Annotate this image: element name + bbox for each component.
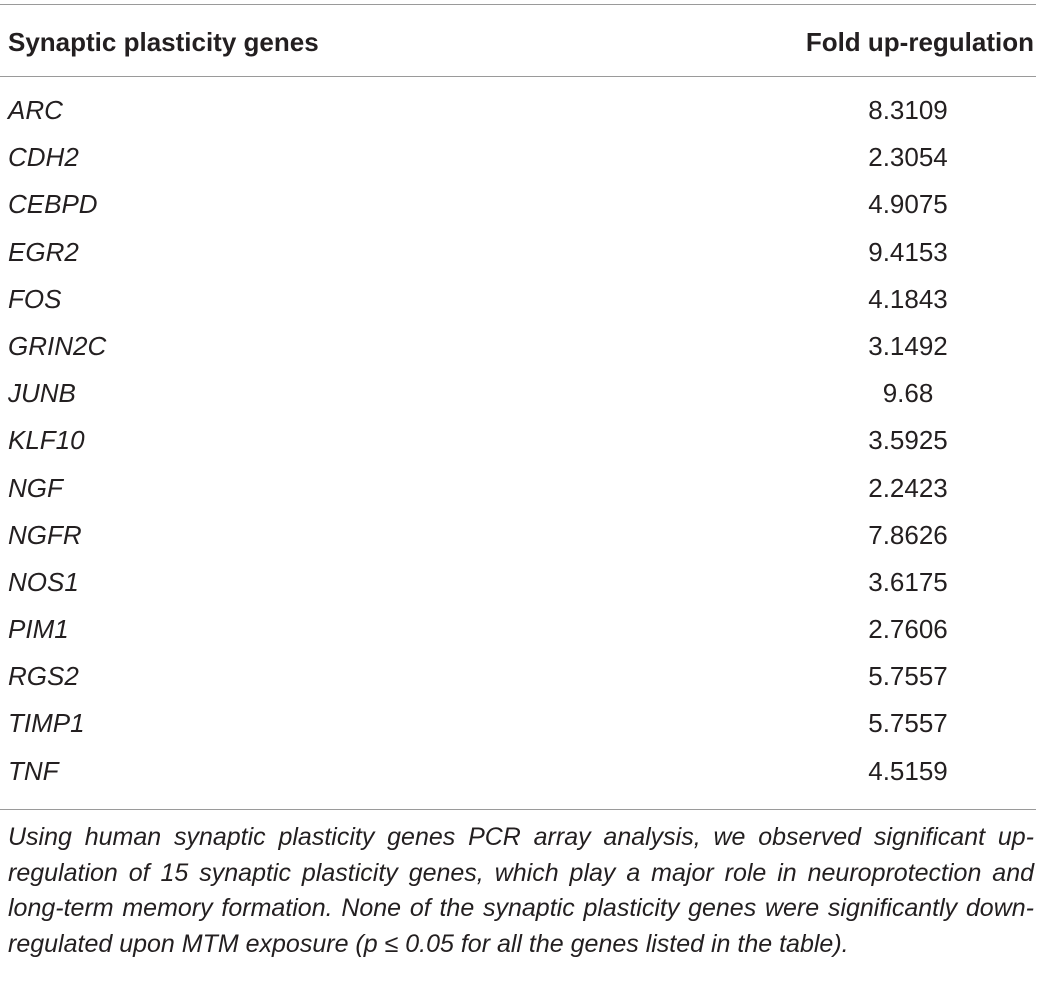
table-footnote: Using human synaptic plasticity genes PC… <box>8 823 1034 958</box>
fold-value: 2.3054 <box>868 142 948 173</box>
table-row: CDH2 2.3054 <box>0 134 1036 181</box>
table-row: KLF10 3.5925 <box>0 417 1036 464</box>
table-row: PIM1 2.7606 <box>0 606 1036 653</box>
fold-value: 9.4153 <box>868 236 948 267</box>
fold-value: 5.7557 <box>868 661 948 692</box>
gene-name: FOS <box>8 283 62 314</box>
column-header-genes: Synaptic plasticity genes <box>8 27 319 57</box>
fold-value: 4.5159 <box>868 755 948 786</box>
table-row: JUNB 9.68 <box>0 370 1036 417</box>
gene-name: TNF <box>8 755 59 786</box>
gene-name: GRIN2C <box>8 330 107 361</box>
gene-name: ARC <box>8 95 63 125</box>
gene-name: NGF <box>8 472 63 503</box>
table-row: ARC 8.3109 <box>0 87 1036 134</box>
table-row: TIMP1 5.7557 <box>0 700 1036 747</box>
table-row: NGF 2.2423 <box>0 465 1036 512</box>
fold-value: 3.6175 <box>868 566 948 597</box>
fold-value: 7.8626 <box>868 519 948 550</box>
gene-name: CDH2 <box>8 142 79 173</box>
table-row: EGR2 9.4153 <box>0 229 1036 276</box>
gene-name: NOS1 <box>8 566 79 597</box>
fold-value: 9.68 <box>882 378 934 409</box>
table-row: CEBPD 4.9075 <box>0 181 1036 228</box>
fold-value: 8.3109 <box>868 95 948 125</box>
rule-bottom <box>0 809 1036 810</box>
fold-value: 4.1843 <box>868 283 948 314</box>
fold-value: 2.2423 <box>868 472 948 503</box>
gene-name: KLF10 <box>8 425 85 456</box>
gene-name: PIM1 <box>8 614 69 645</box>
fold-value: 2.7606 <box>868 614 948 645</box>
rule-header <box>0 76 1036 77</box>
table-row: FOS 4.1843 <box>0 276 1036 323</box>
table-row: NGFR 7.8626 <box>0 512 1036 559</box>
gene-name: CEBPD <box>8 189 98 220</box>
gene-name: JUNB <box>8 378 76 409</box>
fold-value: 3.5925 <box>868 425 948 456</box>
table-row: GRIN2C 3.1492 <box>0 323 1036 370</box>
column-header-fold: Fold up-regulation <box>805 27 1034 57</box>
gene-name: TIMP1 <box>8 708 85 739</box>
gene-name: EGR2 <box>8 236 79 267</box>
table-row: NOS1 3.6175 <box>0 559 1036 606</box>
gene-name: RGS2 <box>8 661 79 692</box>
gene-name: NGFR <box>8 519 82 550</box>
fold-value: 5.7557 <box>868 708 948 739</box>
table-body: ARC 8.3109 CDH2 2.3054 CEBPD 4.9075 EGR2… <box>0 87 1036 795</box>
fold-value: 4.9075 <box>868 189 948 220</box>
fold-value: 3.1492 <box>868 330 948 361</box>
rule-top <box>0 4 1036 5</box>
table-row: RGS2 5.7557 <box>0 653 1036 700</box>
table-row: TNF 4.5159 <box>0 748 1036 795</box>
